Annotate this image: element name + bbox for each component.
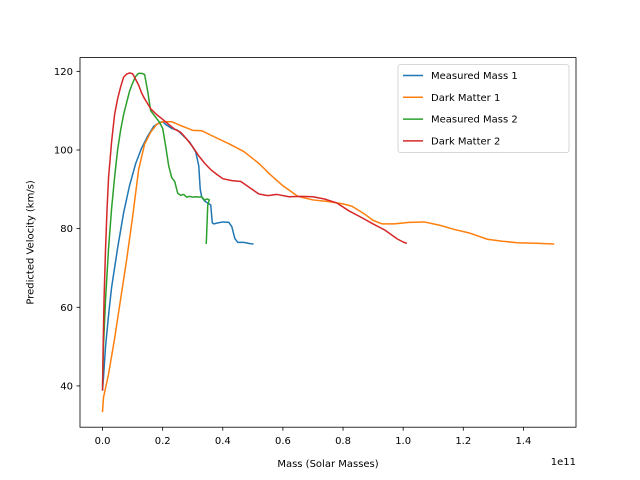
y-axis-label: Predicted Velocity (km/s) [26,180,37,305]
x-axis-label: Mass (Solar Masses) [277,459,378,470]
x-axis-ticks: 0.0 0.2 0.4 0.6 0.8 1.0 1.2 1.4 [95,427,531,447]
series-line-3 [101,72,211,387]
series-line-2 [101,120,555,413]
y-tick-label: 80 [60,224,73,235]
x-tick-label: 1.4 [515,436,531,447]
y-tick-label: 120 [54,67,73,78]
y-tick-label: 60 [60,303,73,314]
x-tick-label: 0.8 [335,436,351,447]
legend-label-4: Dark Matter 2 [431,137,500,148]
legend: Measured Mass 1 Dark Matter 1 Measured Mas… [397,64,570,153]
y-tick-label: 40 [60,382,73,393]
x-tick-label: 0.4 [215,436,231,447]
series-line-4 [101,72,408,391]
x-tick-label: 1.0 [395,436,411,447]
y-axis-ticks: 40 60 80 100 120 [54,67,80,393]
legend-label-2: Dark Matter 1 [431,93,500,104]
axes-frame [79,57,577,428]
x-tick-label: 1.2 [455,436,471,447]
series-layer [101,72,555,413]
legend-label-1: Measured Mass 1 [431,71,518,82]
x-tick-label: 0.0 [95,436,111,447]
x-axis-scale-label: 1e11 [551,457,576,468]
x-tick-label: 0.6 [275,436,291,447]
y-tick-label: 100 [54,146,73,157]
x-tick-label: 0.2 [155,436,171,447]
legend-box [397,64,570,153]
legend-label-3: Measured Mass 2 [431,115,518,126]
